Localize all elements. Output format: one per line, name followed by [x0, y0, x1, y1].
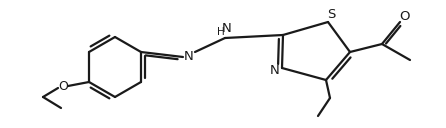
Text: S: S [327, 8, 335, 22]
Text: H: H [217, 27, 225, 37]
Text: N: N [184, 51, 194, 63]
Text: O: O [400, 10, 410, 24]
Text: N: N [222, 23, 232, 35]
Text: N: N [270, 65, 280, 77]
Text: O: O [58, 81, 68, 93]
